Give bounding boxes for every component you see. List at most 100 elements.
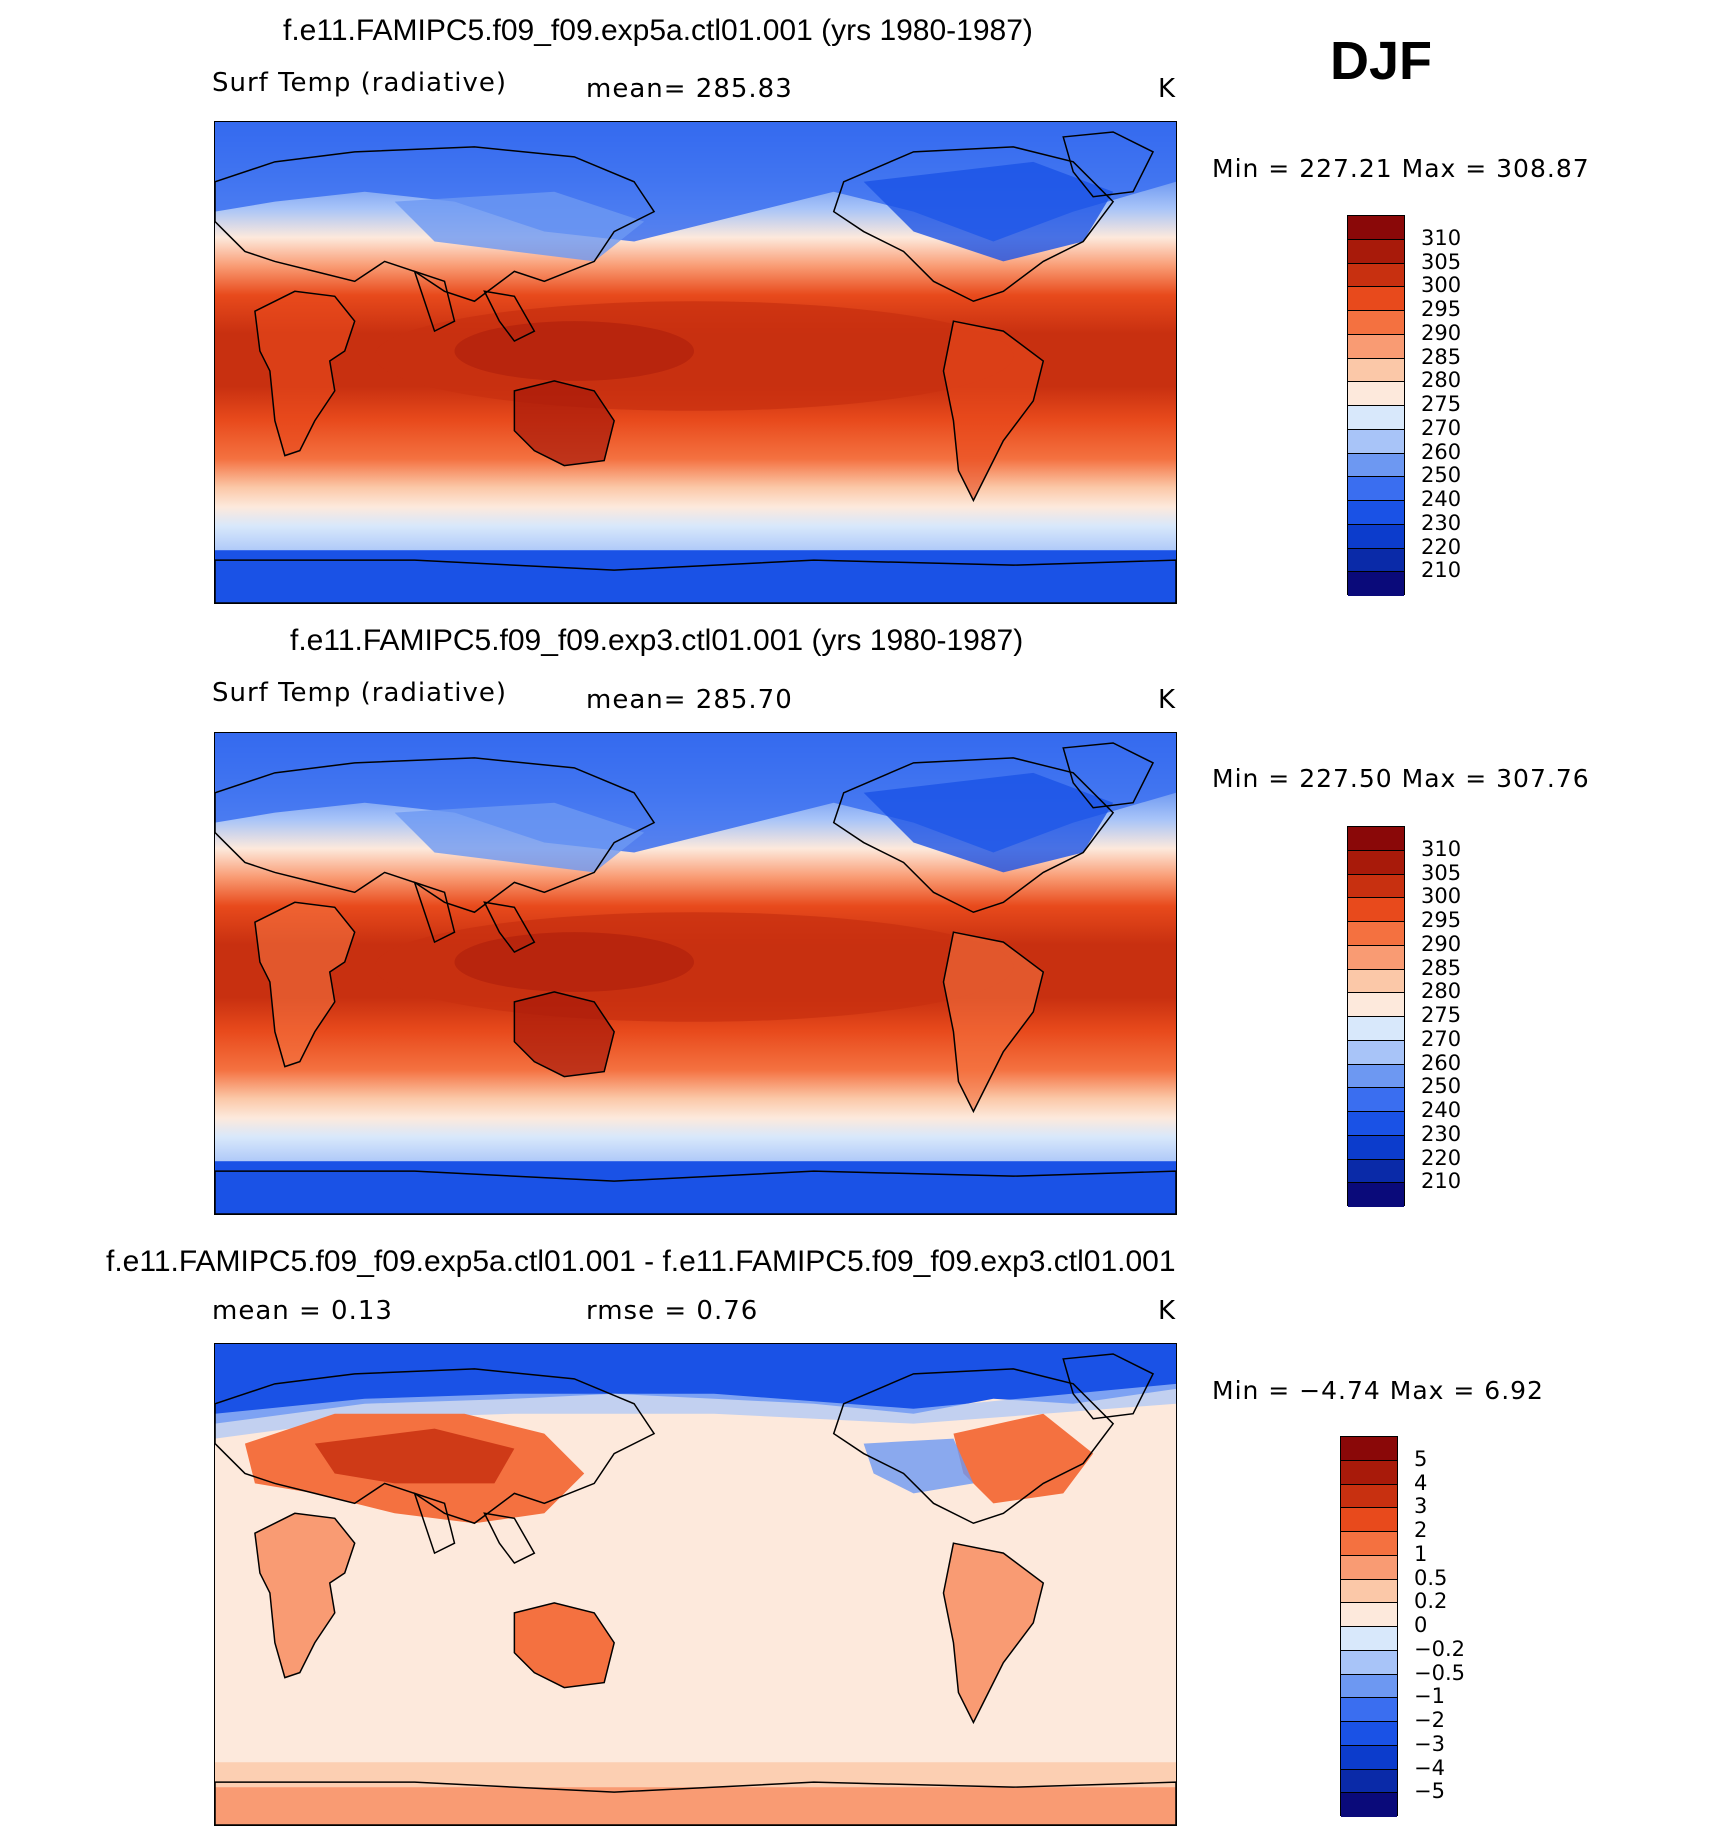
colorbar-segment bbox=[1348, 216, 1404, 240]
panel-2-variable: Surf Temp (radiative) bbox=[212, 678, 508, 708]
africa-positive-region bbox=[254, 1513, 355, 1678]
colorbar-tick-label: 3 bbox=[1414, 1494, 1428, 1519]
colorbar-tick-label: −0.5 bbox=[1414, 1660, 1465, 1685]
arctic-negative-region bbox=[215, 1344, 1176, 1424]
colorbar-segment bbox=[1348, 263, 1404, 288]
colorbar-tick-label: 280 bbox=[1421, 368, 1462, 393]
colorbar-tick-label: 4 bbox=[1414, 1470, 1428, 1495]
colorbar-segment bbox=[1341, 1437, 1397, 1461]
colorbar-segment bbox=[1348, 382, 1404, 406]
coastline bbox=[513, 1602, 615, 1689]
colorbar-tick-label: 230 bbox=[1421, 1121, 1462, 1146]
coastline bbox=[832, 1368, 1115, 1525]
panel-3-map bbox=[214, 1343, 1177, 1826]
coastline bbox=[513, 380, 615, 467]
panel-1-mean: mean= 285.83 bbox=[586, 74, 793, 104]
colorbar-segment bbox=[1341, 1674, 1397, 1699]
colorbar-tick-label: 210 bbox=[1421, 1169, 1462, 1194]
colorbar-segment bbox=[1348, 572, 1404, 596]
canada-cold-region bbox=[863, 161, 1114, 262]
colorbar-tick-label: 275 bbox=[1421, 392, 1462, 416]
colorbar-tick-label: 230 bbox=[1421, 510, 1462, 535]
colorbar-tick-label: 285 bbox=[1421, 955, 1462, 980]
colorbar-segment bbox=[1348, 287, 1404, 311]
australia-positive-region bbox=[514, 1602, 615, 1688]
panel-3-units: K bbox=[1158, 1296, 1177, 1326]
colorbar-segment bbox=[1348, 1112, 1404, 1136]
north-america-negative-region bbox=[863, 1438, 974, 1494]
coastline bbox=[832, 757, 1115, 914]
coastline bbox=[942, 931, 1045, 1114]
colorbar-segment bbox=[1348, 993, 1404, 1017]
colorbar-tick-label: −1 bbox=[1414, 1684, 1445, 1709]
colorbar-tick-label: −0.2 bbox=[1414, 1636, 1465, 1661]
panel-2-colorbar bbox=[1347, 826, 1405, 1207]
colorbar-tick-label: 305 bbox=[1421, 249, 1462, 274]
colorbar-tick-label: 0 bbox=[1414, 1613, 1428, 1637]
australia-land bbox=[514, 991, 615, 1077]
colorbar-tick-label: 210 bbox=[1421, 558, 1462, 583]
colorbar-segment bbox=[1348, 827, 1404, 851]
africa-land bbox=[254, 291, 355, 456]
colorbar-segment bbox=[1348, 1064, 1404, 1089]
colorbar-tick-label: 300 bbox=[1421, 884, 1462, 909]
colorbar-tick-label: 240 bbox=[1421, 487, 1462, 511]
coastline bbox=[1062, 131, 1155, 198]
antarctic-positive-region bbox=[215, 1787, 1176, 1825]
colorbar-segment bbox=[1341, 1698, 1397, 1722]
colorbar-segment bbox=[1341, 1460, 1397, 1485]
colorbar-tick-label: 305 bbox=[1421, 860, 1462, 885]
panel-2-mean: mean= 285.70 bbox=[586, 685, 793, 715]
colorbar-segment bbox=[1348, 1017, 1404, 1041]
colorbar-tick-label: 285 bbox=[1421, 344, 1462, 369]
coastline bbox=[254, 290, 356, 457]
south-america-positive-region bbox=[943, 1543, 1044, 1723]
coastline bbox=[483, 290, 536, 343]
map-svg bbox=[215, 733, 1176, 1214]
antarctic-cold-region bbox=[215, 550, 1176, 603]
colorbar-tick-label: 300 bbox=[1421, 273, 1462, 298]
panel-1-colorbar bbox=[1347, 215, 1405, 596]
africa-land bbox=[254, 902, 355, 1067]
colorbar-tick-label: 5 bbox=[1414, 1446, 1428, 1471]
colorbar-segment bbox=[1348, 922, 1404, 946]
australia-land bbox=[514, 380, 615, 466]
colorbar-segment bbox=[1348, 1088, 1404, 1112]
panel-3-colorbar bbox=[1340, 1436, 1398, 1817]
colorbar-tick-label: −2 bbox=[1414, 1708, 1445, 1732]
colorbar-tick-label: 275 bbox=[1421, 1003, 1462, 1027]
colorbar-segment bbox=[1341, 1484, 1397, 1509]
warm-pool-core bbox=[454, 932, 695, 992]
colorbar-segment bbox=[1348, 898, 1404, 922]
colorbar-segment bbox=[1348, 945, 1404, 970]
colorbar-segment bbox=[1348, 548, 1404, 573]
colorbar-tick-label: −5 bbox=[1414, 1779, 1445, 1804]
coastline bbox=[215, 559, 1176, 603]
colorbar-segment bbox=[1348, 477, 1404, 501]
south-america-land bbox=[943, 321, 1044, 501]
colorbar-segment bbox=[1348, 334, 1404, 359]
coastline bbox=[215, 1368, 656, 1525]
colorbar-tick-label: 220 bbox=[1421, 1145, 1462, 1170]
colorbar-segment bbox=[1341, 1650, 1397, 1675]
colorbar-segment bbox=[1348, 524, 1404, 549]
colorbar-segment bbox=[1341, 1555, 1397, 1580]
coastline bbox=[1062, 742, 1155, 809]
colorbar-segment bbox=[1348, 429, 1404, 454]
coastline bbox=[483, 1512, 536, 1565]
season-label: DJF bbox=[1330, 31, 1433, 91]
panel-3-mean: mean = 0.13 bbox=[212, 1296, 393, 1326]
colorbar-segment bbox=[1348, 358, 1404, 383]
coastline bbox=[413, 1492, 456, 1555]
colorbar-segment bbox=[1348, 1183, 1404, 1207]
colorbar-segment bbox=[1341, 1627, 1397, 1651]
colorbar-tick-label: 270 bbox=[1421, 415, 1462, 440]
colorbar-tick-label: 260 bbox=[1421, 439, 1462, 464]
coastline bbox=[215, 1170, 1176, 1214]
colorbar-segment bbox=[1348, 1040, 1404, 1065]
colorbar-segment bbox=[1341, 1508, 1397, 1532]
colorbar-segment bbox=[1341, 1579, 1397, 1604]
coastline bbox=[254, 1512, 356, 1679]
coastline bbox=[215, 1781, 1176, 1825]
colorbar-tick-label: 310 bbox=[1421, 225, 1462, 250]
